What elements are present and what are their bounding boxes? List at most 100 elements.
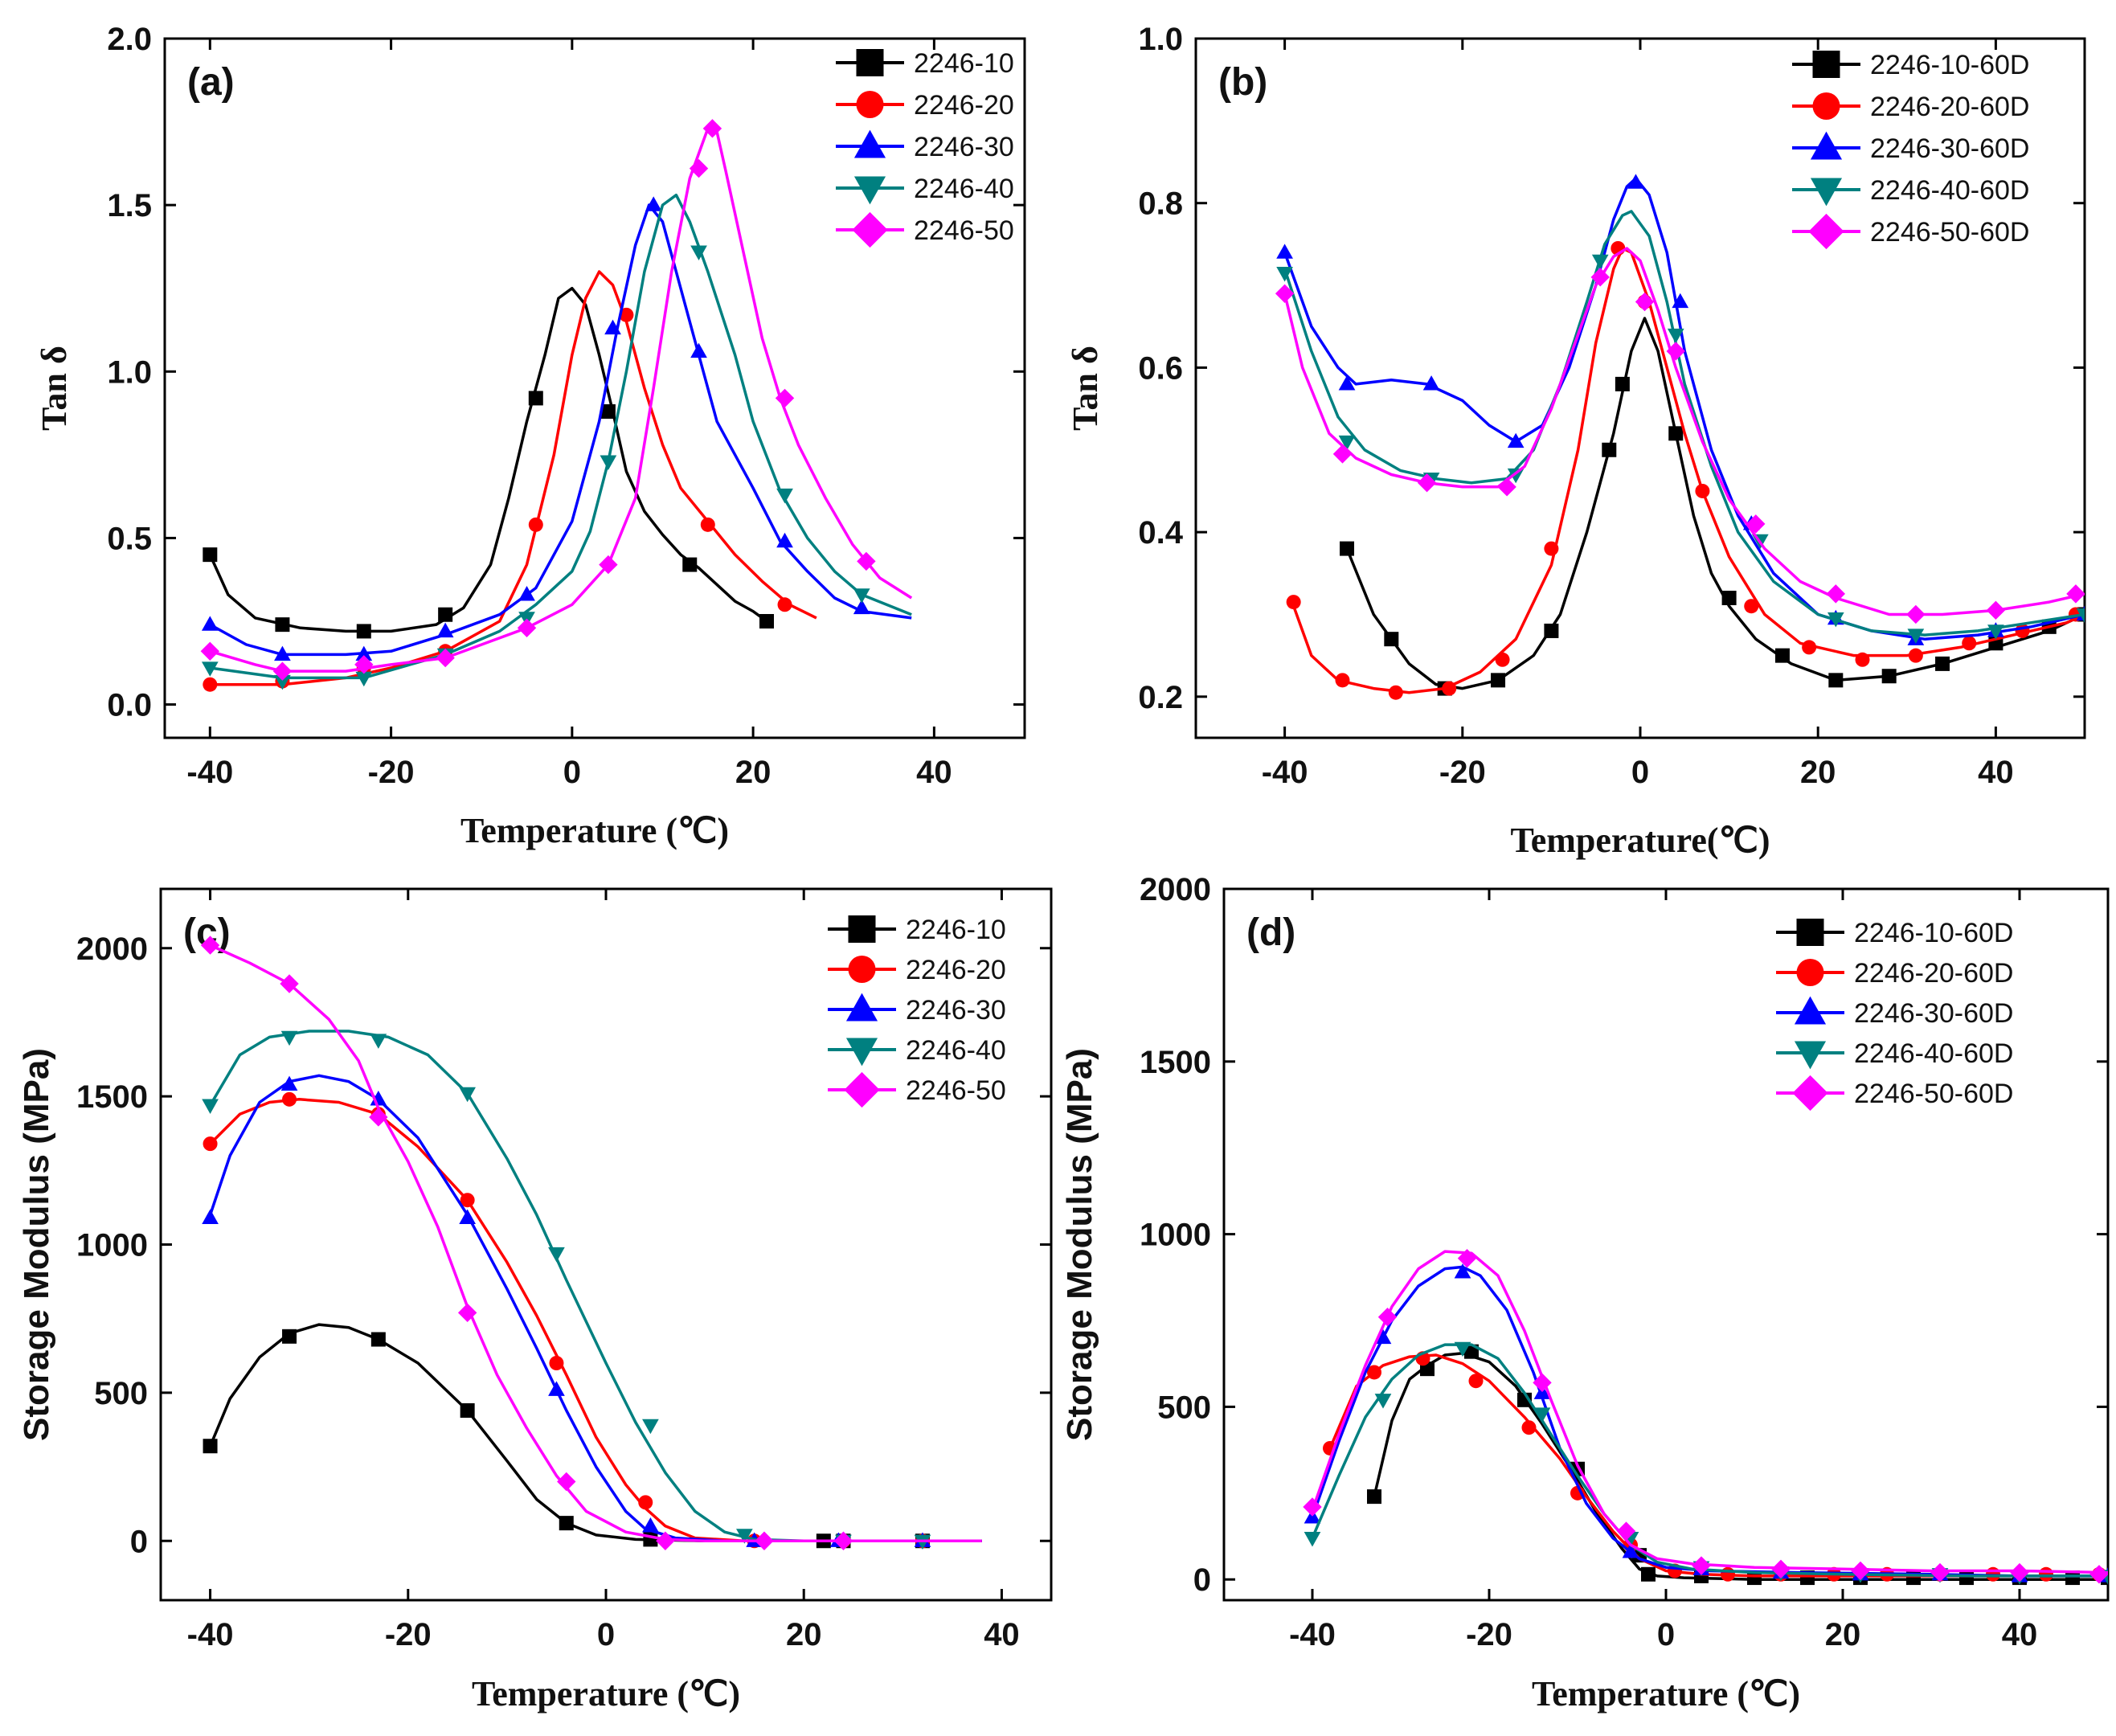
data-point-2246-40	[736, 1529, 753, 1544]
x-axis-title: Temperature (℃)	[1532, 1674, 1800, 1713]
legend-marker	[1792, 1075, 1828, 1112]
data-point-2246-50-60D	[1533, 1373, 1552, 1393]
data-point-2246-30	[355, 645, 373, 661]
y-axis-title: Storage Modulus (MPa)	[17, 1048, 56, 1441]
data-point-2246-20-60D	[1367, 1365, 1381, 1380]
data-point-2246-20-60D	[1521, 1420, 1537, 1435]
data-point-2246-10-60D	[1668, 426, 1684, 441]
data-point-2246-50	[517, 618, 537, 637]
data-point-2246-30-60D	[1374, 1329, 1392, 1345]
data-point-2246-40	[355, 671, 373, 687]
data-point-2246-40	[201, 661, 219, 677]
data-point-2246-30	[645, 196, 662, 211]
x-tick-label: -20	[368, 755, 415, 790]
panel-d-legend: 2246-10-60D 2246-20-60D 2246-30-60D 2246-40…	[1776, 918, 2013, 1112]
series-line-2246-50-60D	[1283, 247, 2085, 616]
data-point-2246-30-60D	[1454, 1263, 1471, 1279]
y-tick-label: 0.2	[1138, 680, 1183, 715]
data-point-2246-10-60D	[1367, 1489, 1381, 1505]
data-point-2246-50-60D	[1851, 1561, 1870, 1581]
panel-b-plot-area	[1275, 174, 2085, 700]
y-tick-label: 0.4	[1138, 515, 1183, 551]
data-point-2246-50-60D	[1771, 1559, 1791, 1579]
data-point-2246-10	[370, 1332, 386, 1347]
data-point-2246-20-60D	[2039, 1566, 2053, 1582]
panel-d: -40 -20 0 20 40 0 500 1000 1500 2000 Temperature (…	[1060, 872, 2110, 1713]
data-point-2246-40	[274, 674, 291, 690]
legend-marker	[856, 91, 884, 118]
data-point-2246-40	[853, 588, 870, 604]
y-tick-label: 1000	[76, 1228, 148, 1263]
legend-label: 2246-20-60D	[1870, 92, 2029, 122]
y-axis-title: Storage Modulus (MPa)	[1060, 1048, 1099, 1441]
data-point-2246-30	[280, 1075, 298, 1091]
data-point-2246-20-60D	[1495, 652, 1510, 667]
legend-label: 2246-10-60D	[1854, 918, 2013, 948]
legend-label: 2246-30-60D	[1870, 133, 2029, 164]
x-tick-label: 20	[786, 1617, 822, 1652]
data-point-2246-10-60D	[1340, 541, 1355, 556]
x-tick-label: 40	[2002, 1617, 2038, 1652]
data-point-2246-30-60D	[1507, 432, 1525, 448]
data-point-2246-50-60D	[1635, 292, 1655, 312]
legend-label: 2246-50	[914, 215, 1014, 246]
y-axis-title: Tan δ	[35, 346, 74, 431]
data-point-2246-20	[528, 517, 543, 532]
series-line-2246-40-60D	[1283, 210, 2085, 637]
y-tick-label: 2.0	[107, 22, 152, 57]
data-point-2246-50-60D	[1377, 1308, 1398, 1327]
legend-label: 2246-40-60D	[1870, 175, 2029, 206]
y-tick-label: 0.0	[107, 688, 152, 723]
data-point-2246-30	[201, 616, 219, 631]
data-point-2246-10	[460, 1403, 475, 1418]
y-tick-label: 0	[130, 1524, 148, 1559]
data-point-2246-30-60D	[1627, 174, 1644, 189]
data-point-2246-50	[200, 641, 220, 661]
series-line-2246-50-60D	[1311, 1250, 2108, 1574]
data-point-2246-10-60D	[1544, 623, 1559, 638]
data-point-2246-10-60D	[1959, 1570, 1974, 1586]
data-point-2246-20-60D	[1695, 483, 1710, 498]
data-point-2246-50-60D	[1930, 1562, 1950, 1582]
x-tick-label: 20	[735, 755, 772, 790]
legend-marker	[1810, 131, 1843, 160]
data-point-2246-50-60D	[1692, 1556, 1711, 1575]
legend-label: 2246-40	[906, 1035, 1006, 1066]
data-point-2246-50-60D	[1417, 473, 1437, 493]
data-point-2246-50-60D	[1616, 1521, 1636, 1541]
data-point-2246-50	[272, 661, 293, 681]
data-point-2246-20-60D	[1744, 599, 1759, 614]
data-point-2246-50-60D	[1457, 1248, 1477, 1268]
data-point-2246-30	[776, 532, 793, 548]
data-point-2246-10-60D	[1747, 1570, 1762, 1586]
x-tick-label: -40	[1289, 1617, 1336, 1652]
legend-marker	[1812, 51, 1840, 78]
data-point-2246-10	[203, 1439, 218, 1454]
x-tick-label: -40	[1262, 755, 1308, 790]
data-point-2246-50	[369, 1108, 388, 1127]
data-point-2246-10	[559, 1516, 574, 1531]
panel-c-legend: 2246-10 2246-20 2246-30 2246-40 2246-50	[828, 915, 1006, 1108]
y-tick-label: 0	[1193, 1562, 1211, 1598]
data-point-2246-20	[282, 1091, 297, 1107]
data-point-2246-10-60D	[1602, 442, 1617, 457]
data-point-2246-30	[518, 586, 535, 601]
legend-label: 2246-10	[914, 48, 1014, 79]
data-point-2246-50	[457, 1303, 477, 1323]
data-point-2246-50-60D	[1666, 342, 1685, 361]
data-point-2246-10	[682, 557, 698, 572]
series-line-2246-10-60D	[1373, 1352, 2108, 1581]
series-line-2246-40	[210, 193, 912, 680]
series-line-2246-30	[208, 1074, 982, 1543]
panel-c-plot-area	[200, 936, 982, 1550]
legend-marker	[856, 49, 884, 76]
data-point-2246-40-60D	[1591, 254, 1609, 270]
data-point-2246-50	[702, 119, 722, 138]
data-point-2246-10	[282, 1329, 297, 1344]
data-point-2246-20-60D	[1721, 1566, 1735, 1582]
series-line-2246-10	[208, 1323, 982, 1543]
data-point-2246-20-60D	[1286, 595, 1301, 610]
legend-marker	[853, 176, 886, 205]
panel-d-plot-area	[1303, 1248, 2108, 1586]
x-tick-label: -20	[385, 1617, 432, 1652]
